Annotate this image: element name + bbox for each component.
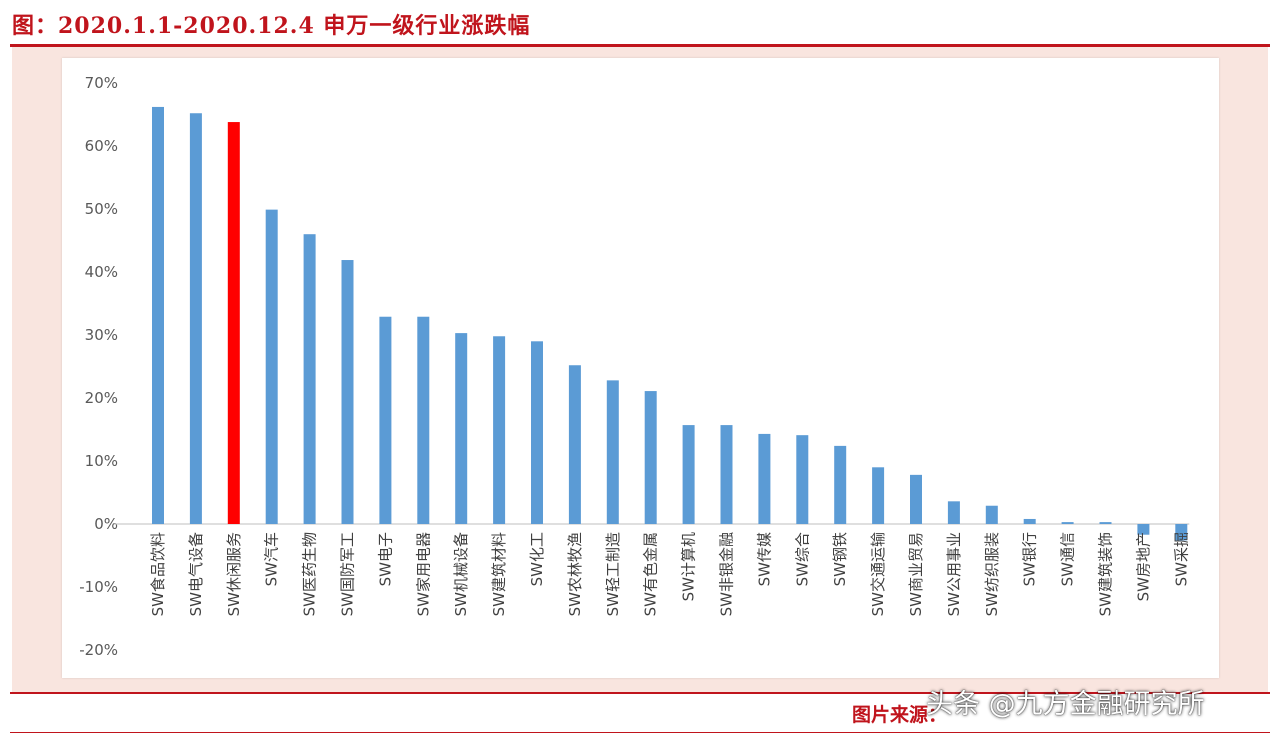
bar xyxy=(720,425,733,524)
x-tick-label: SW房地产 xyxy=(1134,532,1152,601)
plot-panel: 70% 60% 50% 40% 30% 20% 10% 0% -10% -20% SW食品饮料 SW… xyxy=(62,58,1219,678)
bar xyxy=(947,501,960,524)
bar xyxy=(417,316,430,524)
bar xyxy=(568,365,581,524)
x-tick-label: SW医药生物 xyxy=(301,532,319,616)
x-tick-label: SW纺织服装 xyxy=(983,532,1001,616)
x-tick-label: SW国防军工 xyxy=(339,532,357,616)
bar xyxy=(189,113,202,525)
bar xyxy=(455,333,468,524)
bottom-divider xyxy=(10,732,1270,733)
x-tick-label: SW钢铁 xyxy=(831,532,849,586)
bar-series xyxy=(152,106,1188,541)
bar xyxy=(682,425,695,524)
bar xyxy=(1023,518,1036,524)
x-tick-label: SW电子 xyxy=(376,532,394,586)
x-tick-label: SW农林牧渔 xyxy=(566,532,584,616)
bar xyxy=(493,336,506,524)
x-tick-label: SW轻工制造 xyxy=(604,532,622,616)
x-tick-label: SW计算机 xyxy=(680,532,698,601)
bar xyxy=(341,260,354,524)
x-tick-label: SW食品饮料 xyxy=(149,532,167,616)
bar xyxy=(379,316,392,524)
bar xyxy=(644,391,657,524)
y-tick-label: 0% xyxy=(94,515,118,533)
bar xyxy=(910,474,922,524)
bar xyxy=(1061,522,1074,524)
footer-divider xyxy=(10,692,1270,694)
bar xyxy=(1137,524,1150,535)
bar xyxy=(1099,522,1112,524)
x-tick-label: SW建筑装饰 xyxy=(1097,532,1115,616)
bar xyxy=(606,380,619,524)
x-tick-label: SW商业贸易 xyxy=(907,532,925,616)
x-tick-label: SW公用事业 xyxy=(945,532,963,616)
x-tick-label: SW综合 xyxy=(793,532,811,586)
x-tick-label: SW家用电器 xyxy=(414,532,432,616)
x-tick-label: SW通信 xyxy=(1059,532,1077,586)
x-tick-label: SW机械设备 xyxy=(452,532,470,616)
x-tick-label: SW采掘 xyxy=(1172,532,1190,586)
y-tick-label: 20% xyxy=(85,389,118,407)
y-tick-label: -10% xyxy=(79,578,118,596)
x-tick-label: SW建筑材料 xyxy=(490,532,508,616)
title-divider xyxy=(10,44,1270,47)
bar xyxy=(872,467,885,524)
y-tick-label: -20% xyxy=(79,641,118,659)
bar xyxy=(834,445,847,524)
y-tick-label: 10% xyxy=(85,452,118,470)
x-tick-label: SW传媒 xyxy=(755,532,773,586)
y-tick-label: 70% xyxy=(85,74,118,92)
watermark: 头条 @九方金融研究所 xyxy=(926,689,1205,720)
bar xyxy=(227,122,240,524)
bar xyxy=(985,505,998,524)
y-axis: 70% 60% 50% 40% 30% 20% 10% 0% -10% -20% xyxy=(79,74,118,659)
x-tick-label: SW休闲服务 xyxy=(225,532,243,616)
bar xyxy=(303,234,316,524)
y-tick-label: 50% xyxy=(85,200,118,218)
x-axis-labels: SW食品饮料 SW电气设备 SW休闲服务 SW汽车 SW医药生物 SW国防军工 SW电子 SW… xyxy=(149,532,1190,616)
x-tick-label: SW非银金融 xyxy=(718,532,736,616)
bar xyxy=(265,209,278,524)
figure-title: 图：2020.1.1-2020.12.4 申万一级行业涨跌幅 xyxy=(12,13,531,39)
bar xyxy=(531,341,543,524)
y-tick-label: 40% xyxy=(85,263,118,281)
x-tick-label: SW汽车 xyxy=(263,532,281,586)
source-label: 图片来源： xyxy=(852,704,948,726)
bar xyxy=(1175,524,1188,541)
y-tick-label: 60% xyxy=(85,137,118,155)
x-tick-label: SW电气设备 xyxy=(187,532,205,616)
x-tick-label: SW交通运输 xyxy=(869,532,887,616)
bar xyxy=(796,435,809,524)
bar xyxy=(152,106,164,524)
x-tick-label: SW有色金属 xyxy=(642,532,660,616)
x-tick-label: SW化工 xyxy=(528,532,546,586)
x-tick-label: SW银行 xyxy=(1021,532,1039,586)
bar-chart: 70%60%50%40%30%20%10%0%-10%-20% SW食品饮料 SW… xyxy=(79,74,1190,659)
y-tick-label: 30% xyxy=(85,326,118,344)
bar xyxy=(758,433,771,524)
